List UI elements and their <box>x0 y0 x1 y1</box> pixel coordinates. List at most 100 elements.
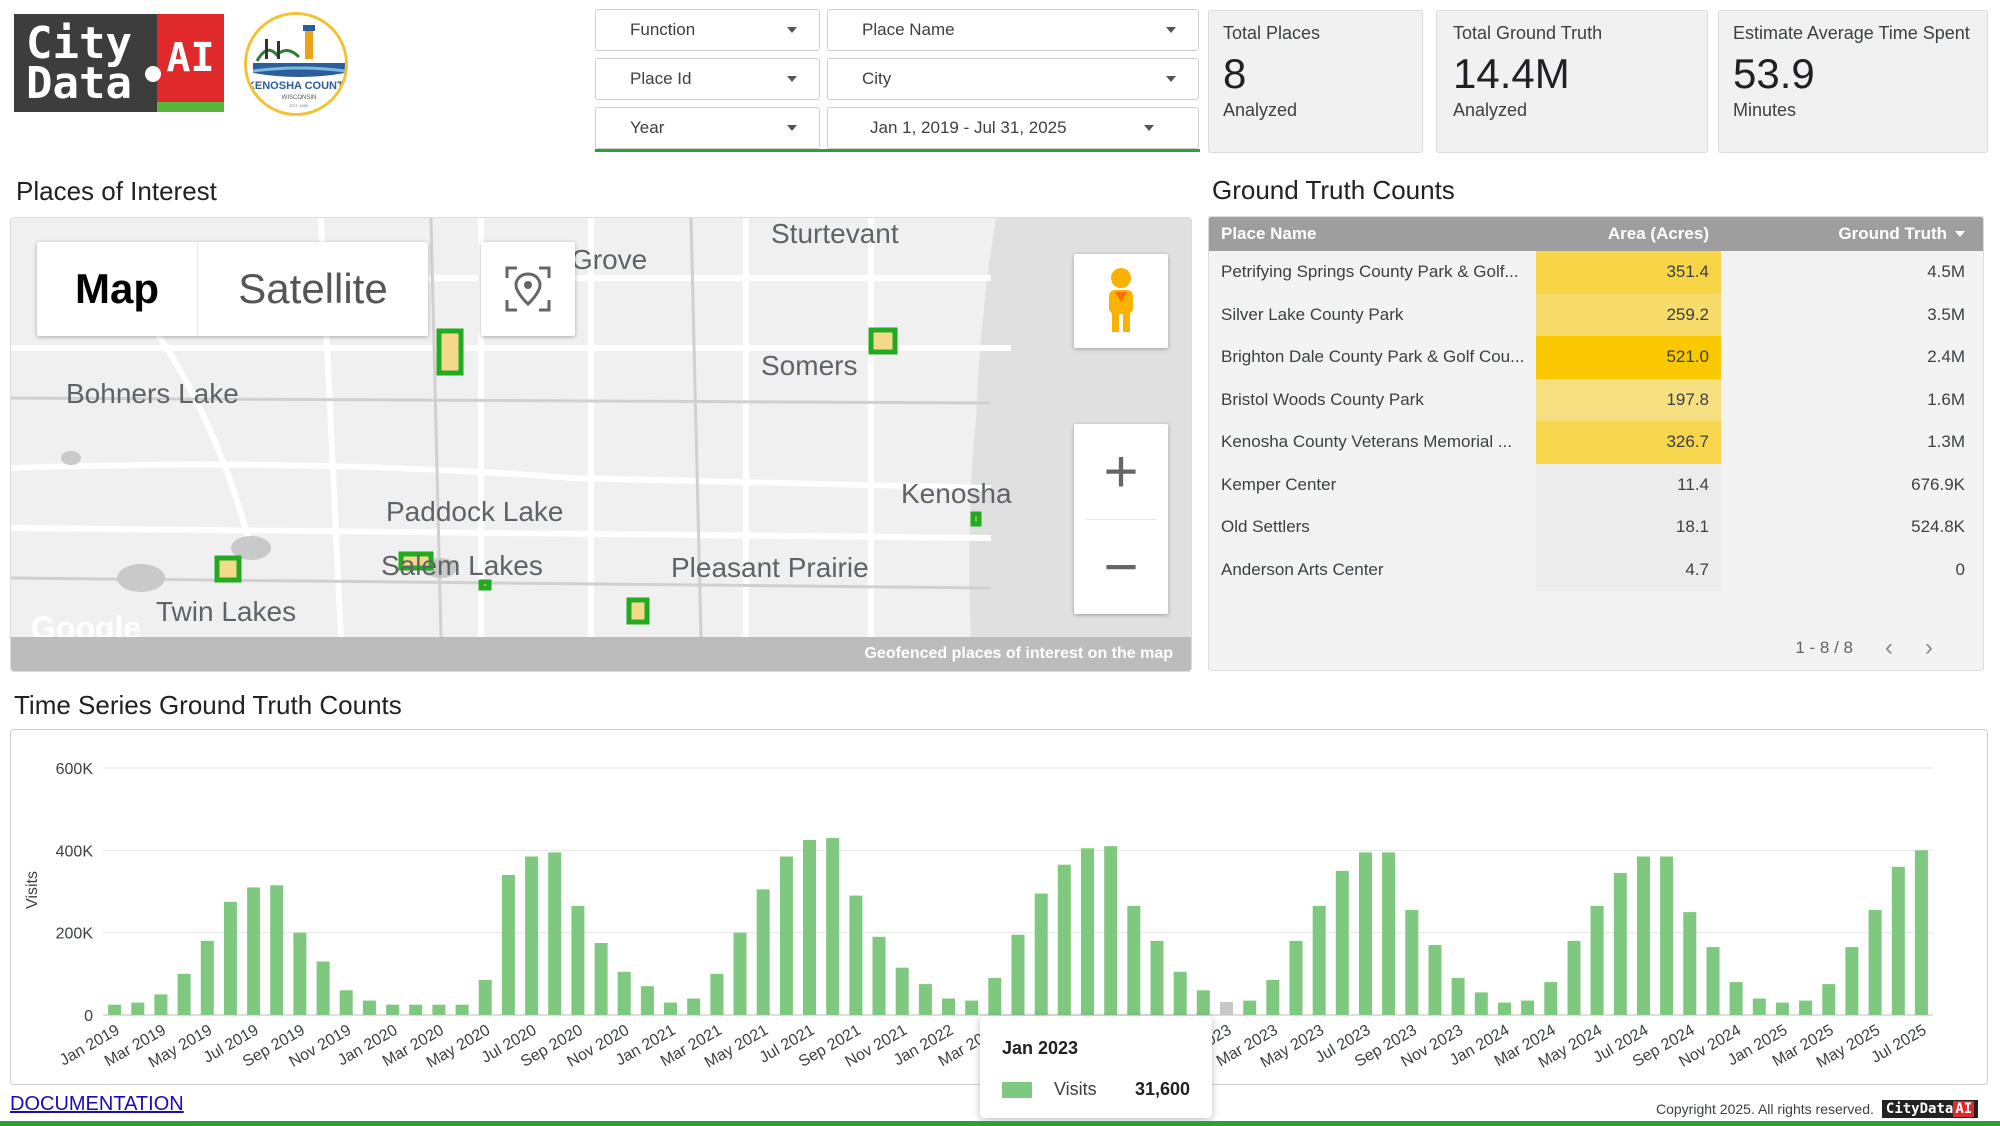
col-area[interactable]: Area (Acres) <box>1607 224 1709 243</box>
chart-bar[interactable] <box>1173 971 1187 1015</box>
chart-bar[interactable] <box>571 905 585 1015</box>
place-id-filter[interactable]: Place Id <box>595 58 820 100</box>
chart-bar[interactable] <box>293 932 307 1015</box>
chart-bar[interactable] <box>965 1000 979 1015</box>
chart-bar[interactable] <box>687 998 701 1016</box>
chart-bar[interactable] <box>756 889 770 1015</box>
chart-bar[interactable] <box>1683 912 1697 1015</box>
chart-bar[interactable] <box>1706 947 1720 1015</box>
chart-bar[interactable] <box>826 838 840 1015</box>
chart-bar[interactable] <box>1081 848 1094 1015</box>
chart-bar[interactable] <box>1127 905 1141 1015</box>
chart-bar[interactable] <box>1521 1000 1535 1015</box>
chart-bar[interactable] <box>733 932 747 1015</box>
table-row[interactable]: Anderson Arts Center 4.7 0 <box>1209 548 1983 591</box>
map-type-satellite-button[interactable]: Satellite <box>238 265 388 312</box>
table-row[interactable]: Brighton Dale County Park & Golf Cou... 5… <box>1209 336 1983 379</box>
prev-page-icon[interactable]: ‹ <box>1885 634 1893 661</box>
chart-bar[interactable] <box>432 1004 446 1015</box>
table-row[interactable]: Kenosha County Veterans Memorial ... 326.… <box>1209 421 1983 464</box>
poi-marker[interactable] <box>478 579 492 591</box>
chart-bar[interactable] <box>455 1004 469 1015</box>
table-row[interactable]: Petrifying Springs County Park & Golf...… <box>1209 251 1983 294</box>
chart-bar[interactable] <box>1220 1002 1233 1015</box>
chart-bar[interactable] <box>409 1004 423 1015</box>
chart-bar[interactable] <box>1868 910 1882 1015</box>
poi-marker[interactable] <box>626 597 650 625</box>
chart-bar[interactable] <box>1914 850 1928 1015</box>
date-range-filter[interactable]: Jan 1, 2019 - Jul 31, 2025 <box>827 107 1199 149</box>
poi-marker[interactable] <box>214 555 242 583</box>
chart-bar[interactable] <box>1359 852 1372 1015</box>
chart-bar[interactable] <box>316 961 330 1016</box>
chart-bar[interactable] <box>1474 992 1488 1015</box>
chart-bar[interactable] <box>1660 856 1674 1016</box>
chart-bar[interactable] <box>617 971 631 1015</box>
chart-bar[interactable] <box>1057 864 1071 1015</box>
zoom-in-button[interactable]: + <box>1103 438 1139 505</box>
chart-bar[interactable] <box>1451 977 1465 1015</box>
poi-marker[interactable] <box>398 551 434 571</box>
chart-bar[interactable] <box>1845 947 1859 1015</box>
table-row[interactable]: Silver Lake County Park 259.2 3.5M <box>1209 293 1983 336</box>
poi-marker[interactable] <box>436 328 464 376</box>
next-page-icon[interactable]: › <box>1925 634 1933 661</box>
chart-bar[interactable] <box>1799 1000 1813 1015</box>
chart-bar[interactable] <box>664 1002 677 1015</box>
chart-bar[interactable] <box>362 1000 376 1015</box>
chart-bar[interactable] <box>200 940 214 1015</box>
map-type-map-button[interactable]: Map <box>75 265 159 312</box>
chart-bar[interactable] <box>779 856 793 1016</box>
chart-bar[interactable] <box>1104 846 1118 1015</box>
chart-bar[interactable] <box>1590 905 1604 1015</box>
chart-bar[interactable] <box>247 887 261 1015</box>
chart-bar[interactable] <box>154 994 168 1015</box>
chart-bar[interactable] <box>895 967 909 1015</box>
chart-bar[interactable] <box>872 936 886 1015</box>
chart-bar[interactable] <box>1196 990 1210 1015</box>
poi-marker[interactable] <box>868 327 898 355</box>
chart-bar[interactable] <box>1034 893 1048 1015</box>
chart-bar[interactable] <box>548 852 562 1015</box>
chart-bar[interactable] <box>1498 1002 1511 1015</box>
documentation-link[interactable]: DOCUMENTATION <box>10 1093 184 1115</box>
city-filter[interactable]: City <box>827 58 1199 100</box>
locate-button[interactable] <box>481 242 575 336</box>
chart-bar[interactable] <box>478 980 492 1015</box>
col-place-name[interactable]: Place Name <box>1221 224 1317 243</box>
chart-bar[interactable] <box>803 840 816 1015</box>
chart-bar[interactable] <box>223 901 237 1015</box>
chart-bar[interactable] <box>1011 934 1025 1015</box>
chart-bar[interactable] <box>131 1002 145 1015</box>
chart-bar[interactable] <box>1266 980 1280 1015</box>
places-map[interactable]: Grove Sturtevant Somers Bohners Lake Ken… <box>10 217 1192 672</box>
chart-bar[interactable] <box>988 977 1002 1015</box>
chart-bar[interactable] <box>594 943 608 1015</box>
chart-bar[interactable] <box>1405 910 1419 1015</box>
place-name-filter[interactable]: Place Name <box>827 9 1199 51</box>
chart-bar[interactable] <box>1428 945 1442 1015</box>
chart-bar[interactable] <box>386 1004 400 1015</box>
chart-bar[interactable] <box>270 885 284 1015</box>
chart-bar[interactable] <box>1243 1000 1257 1015</box>
chart-bar[interactable] <box>1775 1002 1789 1015</box>
col-ground-truth[interactable]: Ground Truth <box>1721 224 1983 244</box>
chart-bar[interactable] <box>525 856 539 1016</box>
zoom-out-button[interactable]: − <box>1103 533 1139 600</box>
chart-bar[interactable] <box>918 984 932 1015</box>
chart-bar[interactable] <box>1335 870 1349 1015</box>
function-filter[interactable]: Function <box>595 9 820 51</box>
chart-bar[interactable] <box>1822 984 1836 1015</box>
chart-bar[interactable] <box>177 973 191 1015</box>
table-row[interactable]: Bristol Woods County Park 197.8 1.6M <box>1209 378 1983 421</box>
chart-bar[interactable] <box>1891 866 1905 1015</box>
year-filter[interactable]: Year <box>595 107 820 149</box>
chart-bar[interactable] <box>849 895 863 1015</box>
chart-bar[interactable] <box>710 973 724 1015</box>
table-row[interactable]: Kemper Center 11.4 676.9K <box>1209 463 1983 506</box>
chart-bar[interactable] <box>501 875 515 1015</box>
chart-bar[interactable] <box>108 1004 122 1015</box>
chart-bar[interactable] <box>1752 998 1766 1016</box>
chart-bar[interactable] <box>640 986 654 1015</box>
chart-bar[interactable] <box>1312 905 1326 1015</box>
